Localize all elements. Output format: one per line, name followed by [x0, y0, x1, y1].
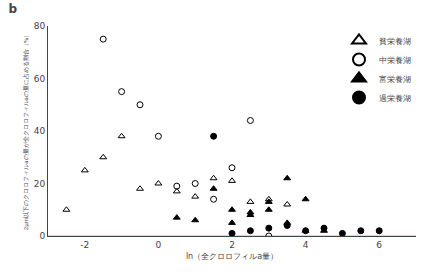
svg-text:6: 6: [376, 240, 382, 250]
svg-text:貧栄養湖: 貧栄養湖: [379, 37, 411, 46]
svg-text:0: 0: [156, 240, 162, 250]
svg-text:2μm以下のクロロフィルaの量が全クロロフィルaの量に占める: 2μm以下のクロロフィルaの量が全クロロフィルaの量に占める割合（%）: [22, 32, 30, 230]
svg-text:ln（全クロロフィルa量）: ln（全クロロフィルa量）: [186, 252, 278, 261]
svg-text:-2: -2: [80, 240, 89, 250]
svg-text:20: 20: [34, 179, 46, 189]
svg-text:40: 40: [34, 126, 46, 136]
svg-text:富栄養湖: 富栄養湖: [379, 75, 411, 84]
svg-text:2: 2: [229, 240, 235, 250]
svg-text:80: 80: [34, 21, 46, 31]
svg-text:4: 4: [303, 240, 309, 250]
svg-text:0: 0: [39, 231, 45, 241]
svg-text:b: b: [9, 2, 18, 16]
svg-text:中栄養湖: 中栄養湖: [379, 56, 411, 65]
svg-text:60: 60: [34, 74, 46, 84]
svg-text:過栄養湖: 過栄養湖: [379, 94, 411, 103]
